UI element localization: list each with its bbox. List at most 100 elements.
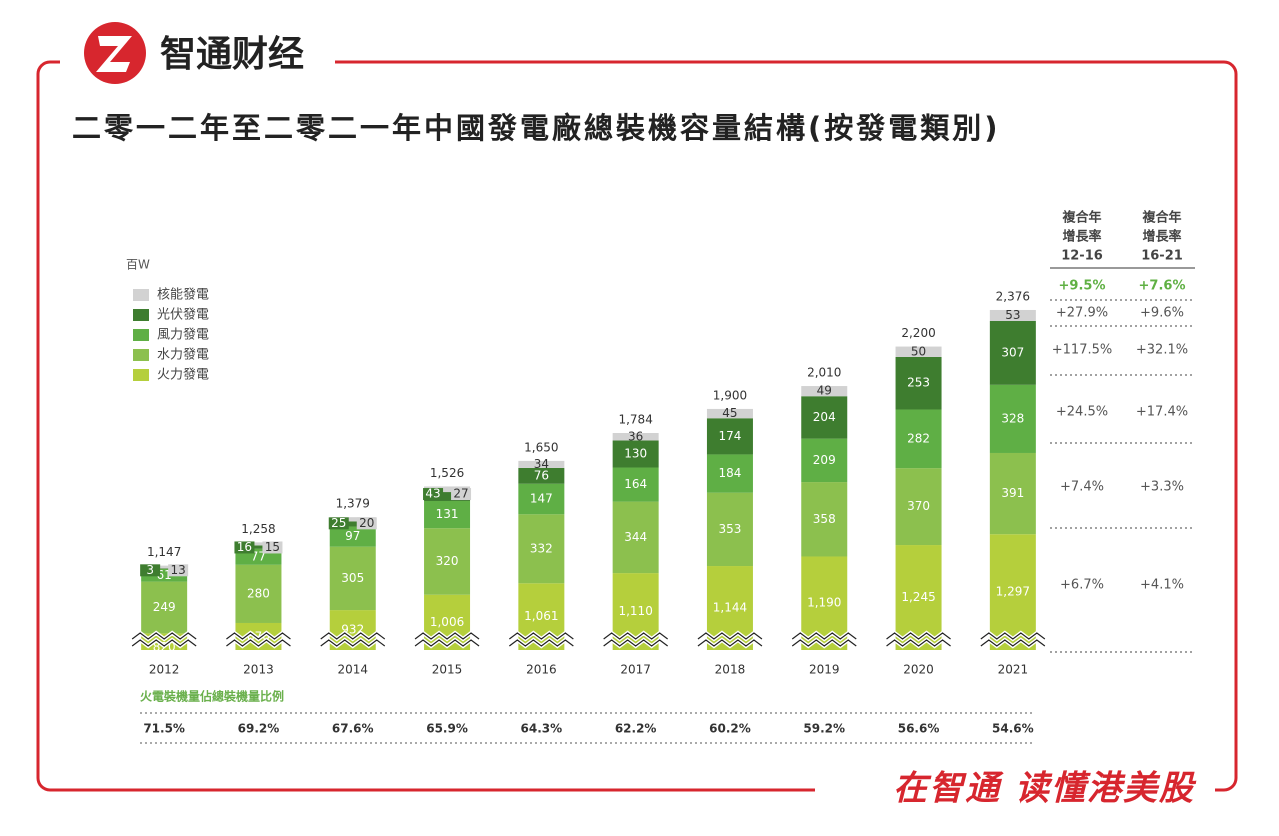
bar-segment	[801, 386, 848, 397]
data-label: 1,190	[807, 596, 841, 610]
data-label: 50	[911, 344, 926, 358]
total-label: 1,784	[618, 413, 652, 427]
x-tick-label: 2013	[243, 663, 274, 677]
label-chip	[262, 541, 283, 554]
total-label: 1,147	[147, 545, 181, 559]
label-chip	[356, 517, 377, 530]
data-label: 320	[436, 554, 459, 568]
bar-segment	[706, 454, 753, 493]
legend-swatch	[133, 329, 149, 341]
data-label: 49	[817, 384, 832, 398]
data-label: 27	[453, 487, 468, 501]
label-chip	[423, 488, 444, 501]
axis-break	[508, 632, 574, 640]
x-tick-label: 2016	[526, 663, 557, 677]
data-label: 61	[157, 568, 172, 582]
data-label: 1,110	[618, 604, 652, 618]
table-cell: +117.5%	[1052, 343, 1112, 358]
total-label: 1,526	[430, 466, 464, 480]
axis-break	[226, 632, 291, 640]
bar-segment	[141, 565, 188, 569]
bar-segment	[518, 514, 565, 584]
table-cell: +7.4%	[1060, 480, 1104, 495]
label-chip	[451, 488, 472, 501]
bar-segment	[801, 438, 848, 483]
label-chip	[168, 564, 189, 577]
table-cell: +9.5%	[1059, 279, 1106, 294]
data-label: 16	[237, 540, 252, 554]
table-cell: +32.1%	[1136, 343, 1188, 358]
data-label: 1,144	[713, 601, 747, 615]
axis-break	[886, 639, 951, 647]
axis-break	[226, 639, 291, 647]
axis-break	[414, 632, 480, 640]
bar-segment	[141, 568, 188, 569]
logo-mark	[96, 36, 132, 72]
axis-break	[414, 639, 480, 647]
chart-title: 二零一二年至二零二一年中國發電廠總裝機容量結構(按發電類別)	[72, 111, 1001, 145]
x-tick-label: 2015	[432, 663, 463, 677]
legend-label: 風力發電	[157, 328, 209, 343]
data-label: 370	[907, 499, 930, 513]
legend-swatch	[133, 349, 149, 361]
bar-segment	[706, 408, 753, 419]
axis-break	[603, 632, 669, 640]
data-label: 353	[718, 522, 741, 536]
legend-label: 火力發電	[157, 368, 209, 383]
bar-segment	[518, 483, 565, 515]
total-label: 1,900	[713, 388, 747, 402]
share-value: 59.2%	[803, 722, 845, 736]
data-label: 1,297	[996, 585, 1030, 599]
bar-segment	[518, 460, 565, 468]
bar-segment	[518, 467, 565, 484]
bar-segment	[235, 564, 282, 623]
data-label: 164	[624, 477, 647, 491]
legend-swatch	[133, 289, 149, 301]
bar-segment	[895, 356, 942, 410]
data-label: 20	[359, 516, 374, 530]
table-cell: +7.6%	[1139, 279, 1186, 294]
data-label: 280	[247, 586, 270, 600]
table-header: 增長率	[1062, 229, 1101, 245]
bar-segment	[612, 501, 659, 574]
axis-break	[791, 639, 857, 647]
data-label: 15	[265, 540, 280, 554]
data-label: 34	[534, 457, 549, 471]
share-label: 火電裝機量佔總裝機量比例	[140, 689, 284, 704]
total-label: 1,379	[336, 497, 370, 511]
share-value: 54.6%	[992, 722, 1034, 736]
data-label: 328	[1001, 411, 1024, 425]
data-label: 53	[1005, 308, 1020, 322]
share-value: 69.2%	[238, 722, 280, 736]
data-label: 130	[624, 447, 647, 461]
bar-segment	[424, 500, 471, 529]
data-label: 1,245	[901, 590, 935, 604]
legend-swatch	[133, 369, 149, 381]
bar-segment	[706, 492, 753, 567]
label-chip	[234, 541, 255, 554]
data-label: 282	[907, 431, 930, 445]
total-label: 1,650	[524, 440, 558, 454]
total-label: 1,258	[241, 522, 275, 536]
frame	[36, 60, 1238, 792]
data-label: 344	[624, 530, 647, 544]
table-header: 16-21	[1141, 249, 1183, 264]
axis-break	[697, 632, 763, 640]
x-tick-label: 2012	[149, 663, 180, 677]
bar-segment	[141, 581, 188, 634]
data-label: 45	[722, 406, 737, 420]
data-label: 36	[628, 429, 643, 443]
bar-segment	[612, 467, 659, 502]
table-header: 複合年	[1061, 210, 1101, 226]
table-cell: +27.9%	[1056, 306, 1108, 321]
x-tick-label: 2017	[620, 663, 651, 677]
label-chip	[328, 517, 349, 530]
data-label: 43	[425, 487, 440, 501]
table-cell: +24.5%	[1056, 405, 1108, 420]
data-label: 3	[146, 563, 154, 577]
data-label: 391	[1001, 486, 1024, 500]
bar-segment	[424, 528, 471, 595]
axis-break	[886, 632, 951, 640]
axis-break	[980, 639, 1046, 647]
